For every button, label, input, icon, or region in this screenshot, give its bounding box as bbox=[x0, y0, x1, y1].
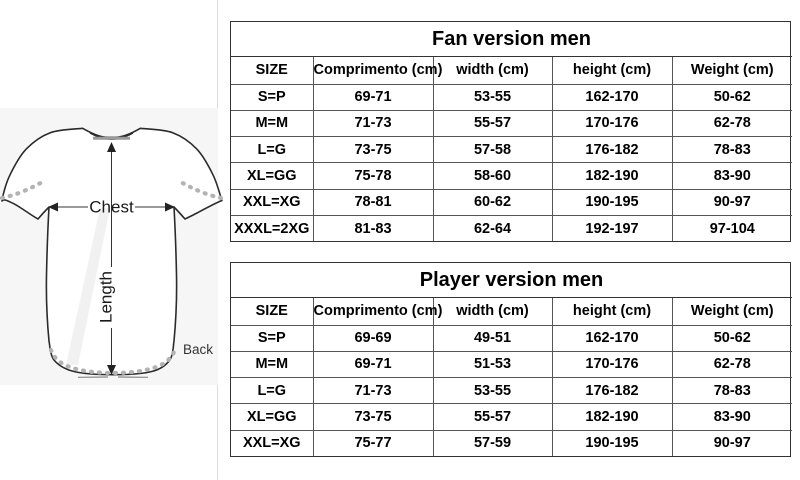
svg-text:Back: Back bbox=[183, 342, 213, 357]
svg-text:Length: Length bbox=[97, 271, 116, 323]
svg-text:Chest: Chest bbox=[89, 198, 134, 217]
